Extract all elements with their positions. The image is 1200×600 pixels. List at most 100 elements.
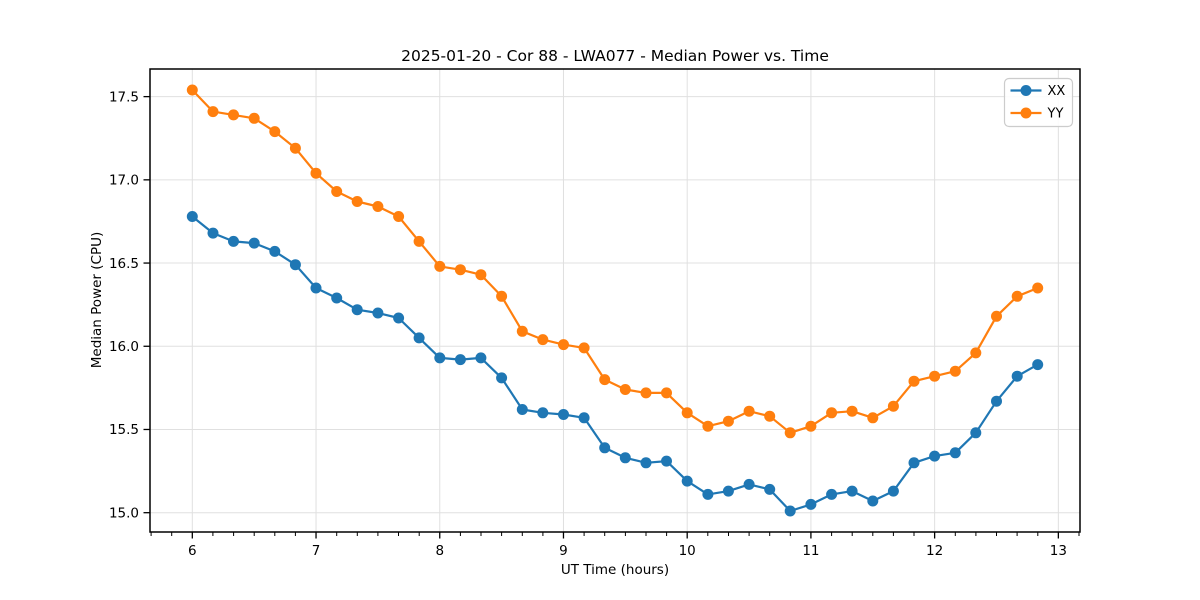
series-yy-point <box>537 334 549 346</box>
series-yy-point <box>826 407 838 419</box>
series-yy-point <box>970 347 982 359</box>
series-yy-point <box>289 142 301 154</box>
series-yy-point <box>454 264 466 276</box>
series-yy-point <box>413 235 425 247</box>
series-yy-point <box>764 410 776 422</box>
x-tick-label: 10 <box>679 543 696 559</box>
series-xx-point <box>393 312 405 324</box>
series-yy-point <box>867 412 879 424</box>
series-xx-point <box>619 452 631 464</box>
series-xx-point <box>681 475 693 487</box>
series-xx-point <box>331 292 343 304</box>
legend-label-yy: YY <box>1047 107 1064 122</box>
x-tick-label: 13 <box>1050 543 1067 559</box>
x-tick-label: 8 <box>435 543 444 559</box>
series-xx-point <box>949 447 961 459</box>
series-xx-point <box>702 488 714 500</box>
series-yy-point <box>228 109 239 121</box>
series-yy-point <box>887 400 899 412</box>
series-xx-point <box>805 498 817 510</box>
series-xx-point <box>887 485 899 497</box>
series-xx-point <box>991 395 1002 407</box>
series-yy-point <box>1032 282 1044 294</box>
series-xx-point <box>228 235 239 247</box>
series-yy-point <box>908 375 920 387</box>
series-yy-point <box>351 196 363 207</box>
grid <box>150 69 1080 532</box>
legend-marker-xx <box>1020 85 1032 96</box>
legend: XX YY <box>1003 77 1074 128</box>
series-xx-point <box>269 245 281 257</box>
y-tick-label: 15.0 <box>109 505 139 521</box>
x-axis-label: UT Time (hours) <box>560 562 670 578</box>
x-axis: 6 7 8 9 10 11 12 13 <box>150 532 1080 559</box>
series-yy-point <box>207 106 219 118</box>
y-tick-label: 17.5 <box>109 89 139 105</box>
series-xx-point <box>743 478 755 490</box>
x-tick-label: 11 <box>802 543 819 559</box>
series-xx-point <box>496 372 508 384</box>
series-yy-point <box>578 342 590 354</box>
series-xx-point <box>929 450 941 462</box>
series-xx-point <box>207 227 219 239</box>
series-xx-point <box>661 455 672 467</box>
series-yy-point <box>640 387 652 399</box>
series-xx <box>186 211 1044 517</box>
x-tick-label: 7 <box>312 543 321 559</box>
series-xx-point <box>784 505 796 517</box>
x-tick-label: 6 <box>188 543 197 559</box>
series-xx-point <box>764 483 776 495</box>
series-yy-point <box>661 387 672 399</box>
series-xx-point <box>908 457 920 469</box>
series-xx-point <box>310 282 322 294</box>
series-yy-point <box>372 201 384 212</box>
series-xx-point <box>351 304 363 316</box>
series-yy-point <box>784 427 796 439</box>
series-xx-point <box>434 352 446 364</box>
series-xx-point <box>599 442 611 454</box>
series-yy-point <box>846 405 858 417</box>
series-xx-point <box>537 407 549 419</box>
series-yy-point <box>929 370 941 382</box>
series-yy-point <box>743 405 755 417</box>
series-xx-point <box>454 354 466 366</box>
chart-title: 2025-01-20 - Cor 88 - LWA077 - Median Po… <box>401 47 829 65</box>
series-xx-point <box>248 237 260 249</box>
legend-label-xx: XX <box>1048 84 1066 99</box>
series-yy-point <box>805 420 817 432</box>
series-xx-point <box>558 409 569 420</box>
axes-spines <box>149 68 1081 533</box>
series-yy-point <box>722 415 734 427</box>
series-yy-point <box>475 269 487 281</box>
series-yy-point <box>599 374 611 386</box>
series-xx-point <box>722 485 734 497</box>
series-xx-point <box>289 259 301 271</box>
y-tick-label: 15.5 <box>109 422 139 438</box>
series-yy-point <box>496 290 508 302</box>
series-xx-point <box>867 495 879 507</box>
series-xx-point <box>516 404 528 415</box>
series-yy-point <box>310 167 322 179</box>
y-axis: 15.0 15.5 16.0 16.5 17.0 17.5 <box>109 89 150 521</box>
series-xx-point <box>1011 370 1023 382</box>
series-xx-point <box>826 488 838 500</box>
legend-marker-yy <box>1020 107 1032 119</box>
series-yy-point <box>393 211 405 222</box>
series-yy-point <box>248 112 260 124</box>
series-yy <box>186 84 1044 439</box>
y-tick-label: 16.0 <box>109 339 139 355</box>
series-yy-point <box>702 420 714 432</box>
series-yy-point <box>434 260 446 272</box>
series-yy-point <box>619 384 631 395</box>
series-yy-point <box>949 365 961 377</box>
series-xx-point <box>475 352 487 364</box>
series-yy-point <box>558 339 569 351</box>
y-tick-label: 17.0 <box>109 173 139 189</box>
series-xx-point <box>970 427 982 439</box>
series-xx-point <box>578 412 590 424</box>
series-xx-point <box>846 485 858 497</box>
x-tick-label: 12 <box>926 543 943 559</box>
series-yy-point <box>991 310 1002 322</box>
